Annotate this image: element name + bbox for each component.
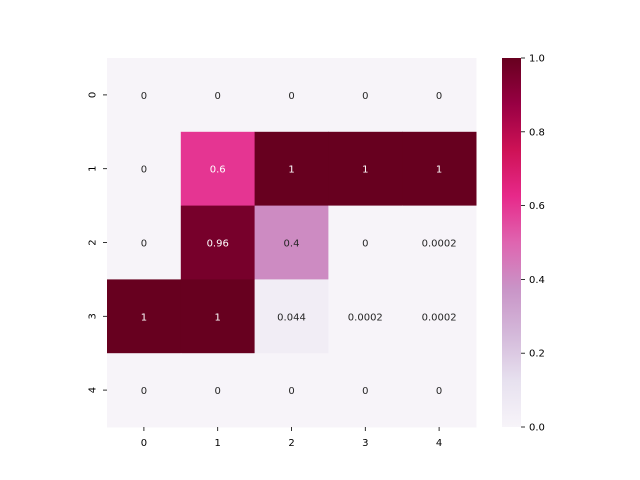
- cell-annotation-1-1: 0.6: [210, 165, 226, 176]
- cell-annotation-2-3: 0: [362, 239, 368, 250]
- heatmap-cell-0-1: [180, 58, 256, 133]
- y-tick-label-1: 1: [88, 166, 99, 172]
- cell-annotation-4-4: 0: [436, 386, 442, 397]
- heatmap-cell-0-2: [254, 58, 329, 133]
- cell-annotation-4-2: 0: [288, 386, 294, 397]
- heatmap-cell-2-3: [328, 205, 403, 280]
- heatmap-cell-1-4: [402, 131, 477, 207]
- heatmap-cell-3-0: [107, 279, 182, 354]
- cell-annotation-1-4: 1: [436, 165, 442, 176]
- heatmap-cell-2-2: [254, 205, 329, 280]
- colorbar: 0.0 0.2 0.4 0.6 0.8 1.0: [502, 54, 545, 434]
- y-tick-label-4: 4: [88, 387, 99, 393]
- cell-annotation-3-1: 1: [215, 312, 221, 323]
- x-tick-label-2: 2: [288, 438, 294, 449]
- heatmap-cell-0-0: [107, 58, 182, 133]
- cell-annotation-0-0: 0: [141, 91, 147, 102]
- cell-annotation-1-3: 1: [362, 165, 368, 176]
- colorbar-tick-label-2: 0.4: [529, 275, 545, 286]
- cell-annotation-2-0: 0: [141, 239, 147, 250]
- heatmap-cell-2-4: [402, 205, 477, 280]
- cell-annotation-1-2: 1: [288, 165, 294, 176]
- heatmap-cell-2-1: [180, 205, 256, 280]
- cell-annotation-2-1: 0.96: [207, 239, 229, 250]
- y-tick-label-2: 2: [88, 239, 99, 245]
- heatmap-cell-4-0: [107, 353, 182, 428]
- cell-annotation-3-3: 0.0002: [348, 312, 383, 323]
- heatmap-cell-4-4: [402, 353, 477, 428]
- heatmap-cell-3-3: [328, 279, 403, 354]
- heatmap-cell-0-4: [402, 58, 477, 133]
- heatmap-cell-3-1: [180, 279, 256, 354]
- x-tick-label-4: 4: [436, 438, 442, 449]
- heatmap-cell-4-1: [180, 353, 256, 428]
- cell-annotation-4-3: 0: [362, 386, 368, 397]
- colorbar-tick-label-1: 0.2: [529, 349, 545, 360]
- cell-annotation-3-4: 0.0002: [422, 312, 457, 323]
- cell-annotation-0-1: 0: [215, 91, 221, 102]
- heatmap-cell-3-2: [254, 279, 329, 354]
- x-axis: 0 1 2 3 4: [141, 427, 442, 449]
- y-axis: 0 1 2 3 4: [88, 92, 107, 393]
- y-tick-label-0: 0: [88, 92, 99, 98]
- colorbar-tick-label-0: 0.0: [529, 423, 545, 434]
- heatmap-cell-1-2: [254, 131, 329, 207]
- colorbar-gradient: [502, 58, 521, 427]
- colorbar-tick-label-4: 0.8: [529, 127, 545, 138]
- heatmap-cell-0-3: [328, 58, 403, 133]
- cell-annotation-0-4: 0: [436, 91, 442, 102]
- heatmap-cell-1-3: [328, 131, 403, 207]
- colorbar-tick-label-3: 0.6: [529, 201, 545, 212]
- x-tick-label-1: 1: [215, 438, 221, 449]
- heatmap-cell-1-1: [180, 131, 256, 207]
- cell-annotation-0-2: 0: [288, 91, 294, 102]
- heatmap-cell-3-4: [402, 279, 477, 354]
- cell-annotation-4-0: 0: [141, 386, 147, 397]
- cell-annotation-4-1: 0: [215, 386, 221, 397]
- cell-annotations: 0 0 0 0 0 0 0.6 1 1 1 0 0.96 0.4 0 0.0002 1 1 0.044 0.0002…: [141, 91, 457, 397]
- cell-annotation-0-3: 0: [362, 91, 368, 102]
- heatmap-cells: [107, 58, 477, 428]
- colorbar-tick-label-5: 1.0: [529, 54, 545, 65]
- cell-annotation-3-2: 0.044: [277, 312, 306, 323]
- heatmap-cell-2-0: [107, 205, 182, 280]
- heatmap-cell-4-3: [328, 353, 403, 428]
- cell-annotation-2-4: 0.0002: [422, 239, 457, 250]
- heatmap-cell-4-2: [254, 353, 329, 428]
- x-tick-label-3: 3: [362, 438, 368, 449]
- heatmap-cell-1-0: [107, 131, 182, 207]
- cell-annotation-2-2: 0.4: [284, 239, 300, 250]
- cell-annotation-3-0: 1: [141, 312, 147, 323]
- cell-annotation-1-0: 0: [141, 165, 147, 176]
- y-tick-label-3: 3: [88, 313, 99, 319]
- x-tick-label-0: 0: [141, 438, 147, 449]
